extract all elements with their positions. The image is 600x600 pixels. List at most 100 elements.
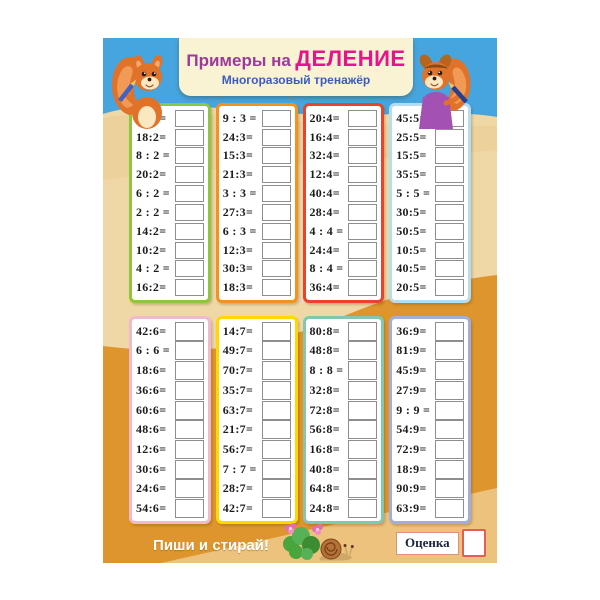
answer-box[interactable] [348,380,378,400]
division-problem-text: 36:9= [396,323,427,338]
division-problem-text: 24:4= [309,242,340,257]
answer-box[interactable] [261,341,291,361]
division-problem-text: 35:7= [222,382,254,397]
answer-box[interactable] [435,241,464,259]
answer-box[interactable] [174,241,204,259]
answer-box[interactable] [348,279,378,297]
grade-answer-box[interactable] [461,529,486,557]
answer-box[interactable] [435,380,464,400]
division-problem-row: 70:7= [223,361,291,381]
division-problem-text: 42:6= [136,323,167,338]
answer-box[interactable] [261,241,291,259]
division-problem-text: 12:6= [136,442,167,457]
answer-box[interactable] [261,185,291,203]
answer-box[interactable] [174,440,204,460]
answer-box[interactable] [174,185,204,203]
answer-box[interactable] [435,479,464,499]
answer-box[interactable] [174,341,204,361]
answer-box[interactable] [435,185,464,203]
division-problem-text: 15:5= [396,148,427,163]
answer-box[interactable] [348,166,378,184]
answer-box[interactable] [348,420,378,440]
answer-box[interactable] [435,279,464,297]
answer-box[interactable] [174,279,204,297]
answer-box[interactable] [174,459,204,479]
answer-box[interactable] [348,260,378,278]
answer-box[interactable] [174,380,204,400]
answer-box[interactable] [174,203,204,221]
answer-box[interactable] [174,420,204,440]
answer-box[interactable] [435,420,464,440]
answer-box[interactable] [261,203,291,221]
answer-box[interactable] [348,479,378,499]
answer-box[interactable] [435,166,464,184]
division-problem-text: 16:8= [309,442,340,457]
answer-box[interactable] [435,203,464,221]
division-column-2: 12:2=18:2=8 : 2 =20:2=6 : 2 =2 : 2 =14:2… [129,103,211,303]
answer-box[interactable] [174,109,204,127]
division-problem-text: 42:7= [222,501,254,516]
answer-box[interactable] [348,128,378,146]
answer-box[interactable] [348,459,378,479]
answer-box[interactable] [348,361,378,381]
answer-box[interactable] [435,440,464,460]
answer-box[interactable] [348,440,378,460]
answer-box[interactable] [435,400,464,420]
answer-box[interactable] [435,147,464,165]
division-problem-row: 4 : 2 = [136,260,204,278]
answer-box[interactable] [348,185,378,203]
answer-box[interactable] [261,166,291,184]
answer-box[interactable] [261,222,291,240]
answer-box[interactable] [261,361,291,381]
answer-box[interactable] [174,400,204,420]
answer-box[interactable] [348,400,378,420]
answer-box[interactable] [435,260,464,278]
answer-box[interactable] [174,260,204,278]
answer-box[interactable] [435,499,464,519]
answer-box[interactable] [261,459,291,479]
answer-box[interactable] [348,222,378,240]
division-problem-row: 21:7= [223,420,291,440]
answer-box[interactable] [261,321,291,341]
answer-box[interactable] [174,166,204,184]
answer-box[interactable] [261,400,291,420]
answer-box[interactable] [174,361,204,381]
answer-box[interactable] [261,380,291,400]
answer-box[interactable] [174,479,204,499]
answer-box[interactable] [348,147,378,165]
division-problem-text: 45:5= [396,110,427,125]
answer-box[interactable] [435,321,464,341]
answer-box[interactable] [174,128,204,146]
answer-box[interactable] [261,109,291,127]
answer-box[interactable] [261,147,291,165]
answer-box[interactable] [348,341,378,361]
answer-box[interactable] [435,361,464,381]
answer-box[interactable] [348,499,378,519]
answer-box[interactable] [348,109,378,127]
answer-box[interactable] [261,479,291,499]
answer-box[interactable] [435,459,464,479]
answer-box[interactable] [348,241,378,259]
answer-box[interactable] [261,440,291,460]
answer-box[interactable] [261,499,291,519]
division-problem-text: 35:5= [396,167,427,182]
answer-box[interactable] [174,321,204,341]
division-problem-row: 90:9= [396,479,464,499]
division-problem-text: 5 : 5 = [396,186,431,201]
answer-box[interactable] [348,203,378,221]
answer-box[interactable] [261,260,291,278]
division-problem-row: 30:5= [396,203,464,221]
answer-box[interactable] [174,499,204,519]
answer-box[interactable] [261,420,291,440]
answer-box[interactable] [261,128,291,146]
division-problem-row: 42:7= [222,499,291,519]
division-problem-text: 14:2= [136,223,167,238]
answer-box[interactable] [174,222,204,240]
answer-box[interactable] [435,341,464,361]
answer-box[interactable] [435,222,464,240]
answer-box[interactable] [435,128,464,146]
answer-box[interactable] [174,147,204,165]
answer-box[interactable] [261,279,291,297]
division-problem-row: 36:6= [136,380,204,400]
answer-box[interactable] [348,321,378,341]
